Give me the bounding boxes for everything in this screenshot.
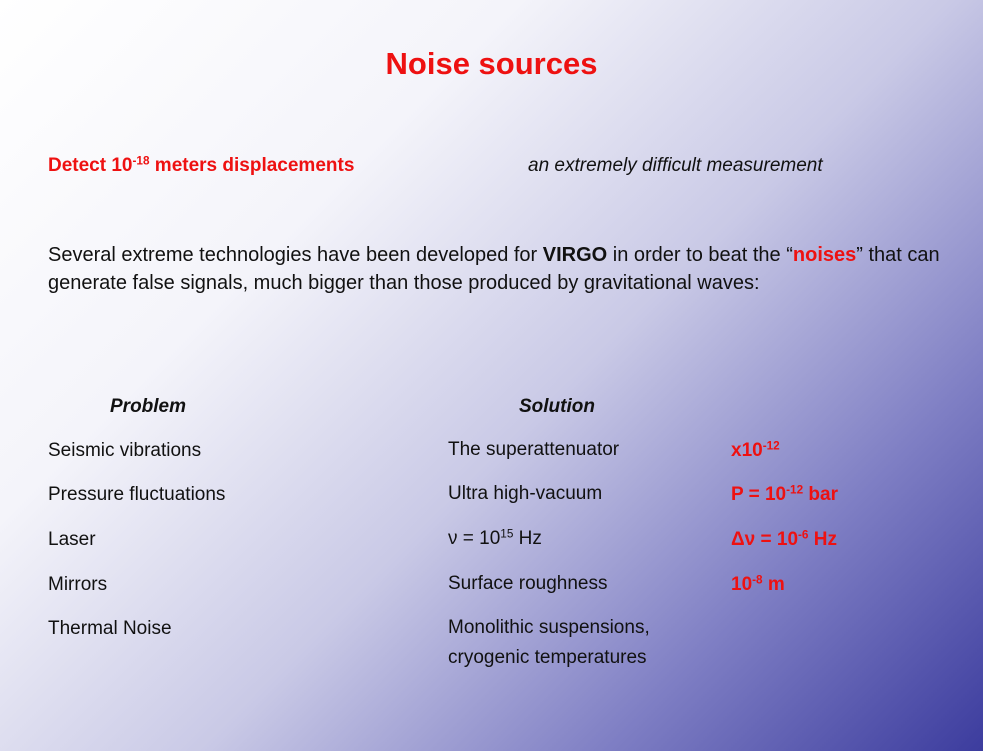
value: P = 10-12 bar: [731, 484, 838, 506]
headline: Detect 10-18 meters displacements: [48, 155, 354, 177]
text: Surface roughness: [448, 573, 608, 594]
text: x10: [731, 440, 763, 461]
text: 10: [731, 574, 753, 595]
column-header: Solution: [519, 396, 595, 417]
superscript: -6: [798, 528, 809, 542]
text: in order to beat the “: [607, 244, 793, 266]
value: 10-8 m: [731, 574, 785, 596]
solution: Ultra high-vacuum: [448, 479, 602, 509]
text: Several extreme technologies have been d…: [48, 244, 543, 266]
solution: ν = 1015 Hz: [448, 524, 542, 554]
bold-text: noises: [792, 244, 857, 266]
paragraph: Several extreme technologies have been d…: [48, 241, 953, 297]
value: Δν = 10-6 Hz: [731, 529, 837, 551]
superscript: -8: [752, 573, 763, 587]
text: meters displacements: [149, 155, 355, 176]
column-header: Problem: [110, 396, 187, 417]
text: The superattenuator: [448, 439, 620, 460]
problem: Laser: [48, 529, 96, 550]
superscript: -12: [762, 439, 780, 453]
superscript: -18: [132, 154, 150, 168]
text: Hz: [808, 529, 837, 550]
value: x10-12: [731, 440, 780, 462]
text: ν = 10: [448, 528, 501, 549]
superscript: 15: [500, 527, 514, 541]
text: Detect 10: [48, 155, 133, 176]
text: ” that can generate false signals, much …: [48, 244, 940, 294]
problem: Thermal Noise: [48, 618, 172, 639]
text: Monolithic suspensions,: [448, 617, 650, 638]
headline-note: an extremely difficult measurement: [528, 155, 823, 176]
text: bar: [803, 484, 838, 505]
problem: Pressure fluctuations: [48, 484, 226, 505]
superscript: -12: [786, 483, 804, 497]
problem: Seismic vibrations: [48, 440, 202, 461]
title: Noise sources: [385, 46, 598, 81]
bold-text: VIRGO: [542, 244, 608, 266]
text: Ultra high-vacuum: [448, 483, 603, 504]
text: cryogenic temperatures: [448, 647, 647, 668]
text: Hz: [513, 528, 542, 549]
solution: Monolithic suspensions, cryogenic tempera…: [448, 613, 650, 673]
problem: Mirrors: [48, 574, 108, 595]
text: P = 10: [731, 484, 787, 505]
text: m: [762, 574, 785, 595]
solution: Surface roughness: [448, 569, 608, 599]
solution: The superattenuator: [448, 435, 619, 465]
text: Δν = 10: [731, 529, 799, 550]
